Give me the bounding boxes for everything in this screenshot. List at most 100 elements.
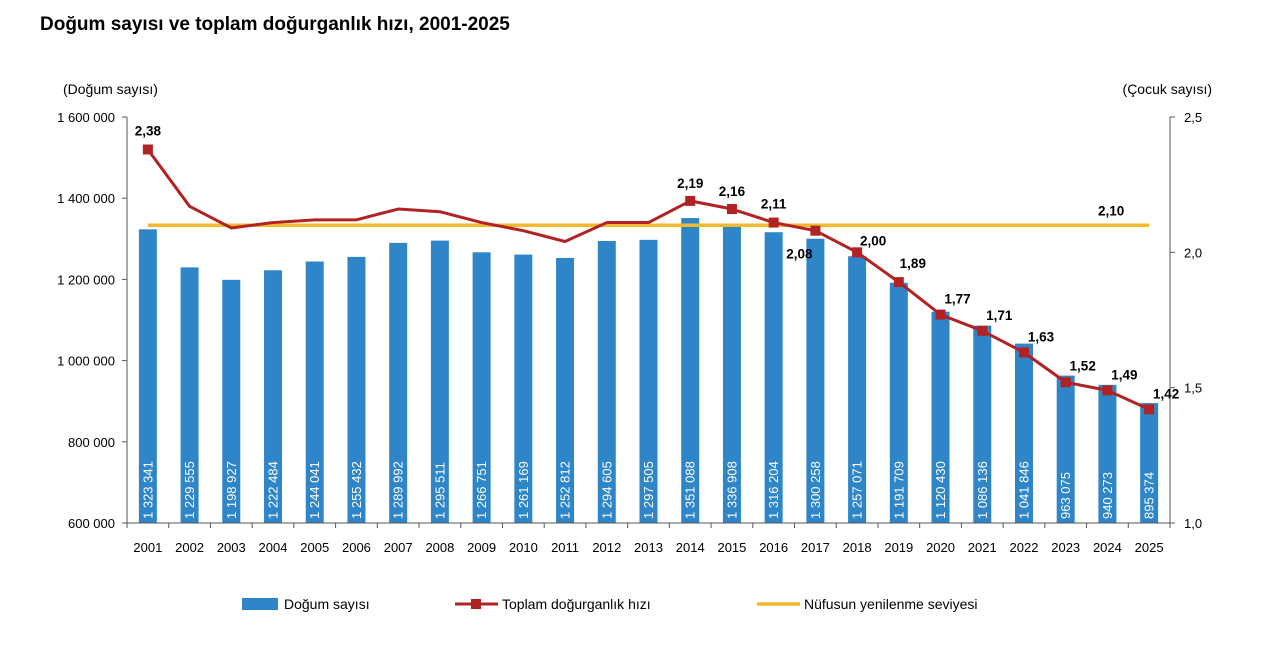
fertility-rate-marker — [768, 217, 779, 228]
bar — [389, 242, 408, 523]
y-right-tick-label: 2,0 — [1184, 245, 1202, 260]
fertility-rate-label: 2,38 — [135, 123, 162, 138]
replacement-level-series: 2,10 — [147, 203, 1150, 228]
x-tick-label: 2014 — [676, 540, 705, 555]
legend-label-replacement: Nüfusun yenilenme seviyesi — [804, 596, 978, 612]
fertility-rate-label: 1,49 — [1111, 367, 1137, 382]
bar-value-label: 1 316 204 — [766, 461, 781, 519]
bar-value-label: 1 257 071 — [850, 461, 865, 519]
bar-value-label: 1 336 908 — [724, 461, 739, 519]
bar — [514, 254, 533, 524]
fertility-rate-label: 1,42 — [1153, 386, 1179, 401]
bar — [806, 238, 825, 523]
fertility-rate-label: 2,16 — [719, 184, 746, 199]
bar-value-label: 1 289 992 — [391, 461, 406, 519]
x-tick-label: 2025 — [1135, 540, 1164, 555]
y-axis-right-title: (Çocuk sayısı) — [1123, 81, 1212, 97]
legend-swatch-births — [242, 598, 278, 610]
x-tick-label: 2005 — [300, 540, 329, 555]
y-left-tick-label: 800 000 — [68, 435, 115, 450]
bar — [639, 239, 658, 523]
bar-value-label: 1 300 258 — [808, 461, 823, 519]
fertility-rate-marker — [852, 247, 863, 258]
bar-value-label: 1 261 169 — [516, 461, 531, 519]
y-axis-left-title: (Doğum sayısı) — [63, 81, 158, 97]
y-left-tick-label: 1 200 000 — [57, 272, 115, 287]
bar-value-label: 1 295 511 — [432, 462, 447, 519]
fertility-rate-marker — [1102, 385, 1113, 396]
bar-value-label: 1 252 812 — [558, 461, 573, 519]
fertility-rate-marker — [810, 225, 821, 236]
y-left-tick-label: 1 400 000 — [57, 191, 115, 206]
bar — [1056, 375, 1075, 523]
bar — [472, 252, 491, 524]
bar — [180, 267, 199, 523]
y-right-tick-label: 1,0 — [1184, 516, 1202, 531]
bar-value-label: 963 075 — [1058, 472, 1073, 519]
x-tick-label: 2001 — [133, 540, 162, 555]
bar — [222, 279, 241, 523]
bar — [722, 223, 741, 523]
bar-value-label: 1 297 505 — [641, 461, 656, 519]
bar-value-label: 1 120 430 — [933, 461, 948, 519]
fertility-rate-label: 1,71 — [986, 308, 1013, 323]
x-tick-label: 2024 — [1093, 540, 1122, 555]
bar — [597, 240, 616, 524]
bar-value-label: 1 041 846 — [1016, 461, 1031, 519]
bar — [138, 229, 157, 523]
fertility-rate-marker — [726, 204, 737, 215]
x-tick-label: 2018 — [843, 540, 872, 555]
x-tick-label: 2023 — [1051, 540, 1080, 555]
bar-value-label: 1 191 709 — [891, 461, 906, 519]
fertility-rate-marker — [1144, 404, 1155, 415]
legend: Doğum sayısı Toplam doğurganlık hızı Nüfus… — [242, 596, 978, 612]
x-tick-label: 2022 — [1010, 540, 1039, 555]
x-tick-label: 2021 — [968, 540, 997, 555]
fertility-rate-label: 2,11 — [761, 197, 787, 212]
bar-value-label: 1 351 088 — [683, 461, 698, 519]
y-right-tick-label: 2,5 — [1184, 110, 1202, 125]
y-right-tick-label: 1,5 — [1184, 381, 1202, 396]
bar-value-label: 1 086 136 — [975, 461, 990, 519]
x-tick-label: 2007 — [384, 540, 413, 555]
y-left-tick-label: 1 000 000 — [57, 354, 115, 369]
bar — [556, 257, 575, 523]
x-tick-label: 2015 — [717, 540, 746, 555]
x-tick-label: 2004 — [259, 540, 288, 555]
fertility-rate-marker — [685, 195, 696, 206]
fertility-rate-label: 1,52 — [1070, 358, 1096, 373]
bar — [973, 325, 992, 523]
bar-value-label: 895 374 — [1142, 472, 1157, 519]
x-tick-label: 2016 — [759, 540, 788, 555]
fertility-rate-label: 1,63 — [1028, 329, 1055, 344]
bar-series: 1 323 341 1 229 555 1 198 927 1 222 484 1 24… — [138, 218, 1159, 524]
bar-value-label: 940 273 — [1100, 472, 1115, 519]
fertility-rate-label: 1,89 — [900, 256, 926, 271]
bar-value-label: 1 229 555 — [182, 461, 197, 519]
bar-value-label: 1 323 341 — [140, 461, 155, 519]
fertility-rate-marker — [1060, 377, 1071, 388]
axes: 600 000 800 000 1 000 000 1 200 000 1 400 00… — [57, 110, 1202, 555]
fertility-rate-label: 2,00 — [860, 233, 886, 248]
x-tick-label: 2017 — [801, 540, 830, 555]
x-tick-label: 2008 — [425, 540, 454, 555]
bar — [430, 240, 449, 523]
bar-value-label: 1 266 751 — [474, 461, 489, 519]
fertility-rate-label: 2,19 — [677, 176, 703, 191]
x-tick-label: 2010 — [509, 540, 538, 555]
bar — [764, 232, 783, 523]
fertility-rate-label: 2,08 — [786, 247, 813, 262]
x-tick-label: 2009 — [467, 540, 496, 555]
x-tick-label: 2020 — [926, 540, 955, 555]
bar — [1014, 343, 1033, 523]
bar — [848, 256, 867, 523]
replacement-level-label: 2,10 — [1098, 203, 1124, 218]
x-tick-label: 2019 — [884, 540, 913, 555]
legend-label-births: Doğum sayısı — [284, 596, 370, 612]
bar-value-label: 1 198 927 — [224, 461, 239, 519]
fertility-rate-marker — [142, 144, 153, 155]
bar-value-label: 1 255 432 — [349, 461, 364, 519]
bar-value-label: 1 294 605 — [599, 461, 614, 519]
chart-title: Doğum sayısı ve toplam doğurganlık hızı,… — [40, 14, 510, 35]
